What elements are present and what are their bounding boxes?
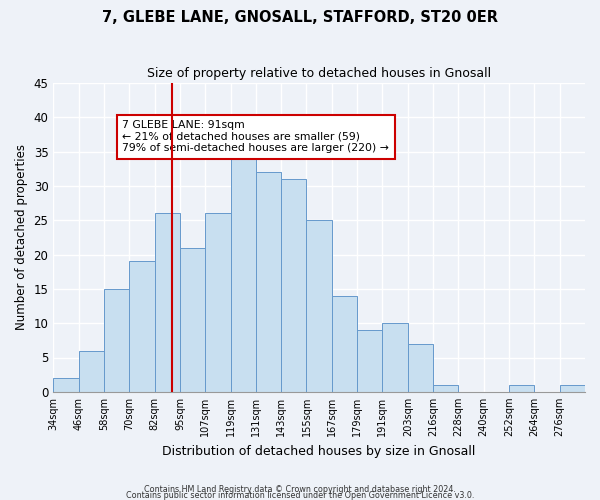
- Bar: [155, 214, 180, 392]
- X-axis label: Distribution of detached houses by size in Gnosall: Distribution of detached houses by size …: [163, 444, 476, 458]
- Title: Size of property relative to detached houses in Gnosall: Size of property relative to detached ho…: [147, 68, 491, 80]
- Bar: [53, 378, 79, 392]
- Bar: [408, 344, 433, 392]
- Bar: [180, 248, 205, 392]
- Bar: [560, 385, 585, 392]
- Bar: [129, 262, 155, 392]
- Bar: [104, 289, 129, 392]
- Bar: [332, 296, 357, 392]
- Text: 7 GLEBE LANE: 91sqm
← 21% of detached houses are smaller (59)
79% of semi-detach: 7 GLEBE LANE: 91sqm ← 21% of detached ho…: [122, 120, 389, 154]
- Bar: [205, 214, 230, 392]
- Bar: [79, 350, 104, 392]
- Bar: [281, 179, 307, 392]
- Bar: [509, 385, 535, 392]
- Text: 7, GLEBE LANE, GNOSALL, STAFFORD, ST20 0ER: 7, GLEBE LANE, GNOSALL, STAFFORD, ST20 0…: [102, 10, 498, 25]
- Bar: [357, 330, 382, 392]
- Y-axis label: Number of detached properties: Number of detached properties: [15, 144, 28, 330]
- Bar: [382, 323, 408, 392]
- Bar: [230, 158, 256, 392]
- Text: Contains public sector information licensed under the Open Government Licence v3: Contains public sector information licen…: [126, 490, 474, 500]
- Bar: [256, 172, 281, 392]
- Bar: [433, 385, 458, 392]
- Bar: [307, 220, 332, 392]
- Text: Contains HM Land Registry data © Crown copyright and database right 2024.: Contains HM Land Registry data © Crown c…: [144, 484, 456, 494]
